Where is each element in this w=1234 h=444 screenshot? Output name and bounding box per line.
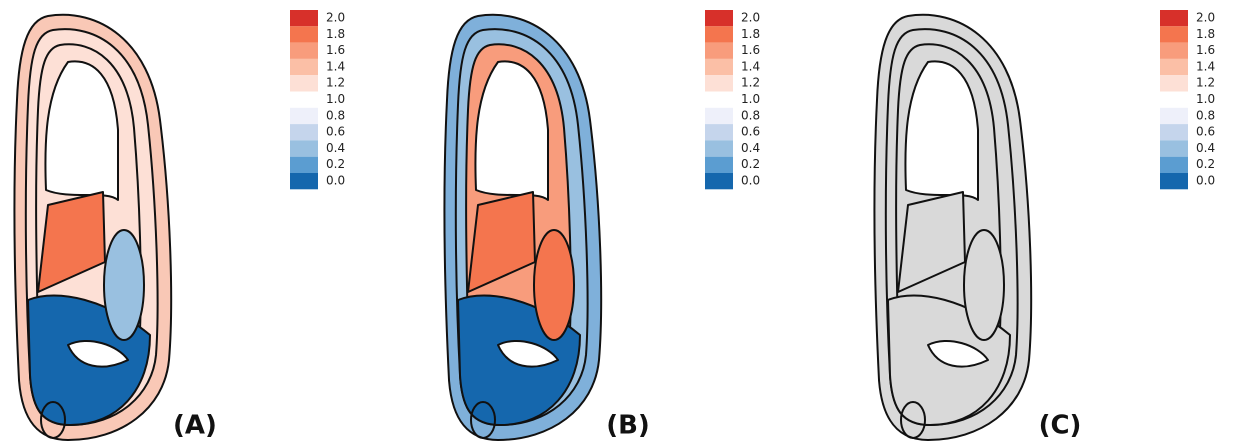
legend-label: 0.4 — [741, 141, 760, 155]
legend-label: 0.0 — [741, 174, 760, 188]
brain-map — [443, 13, 603, 441]
brain-region — [40, 401, 66, 439]
legend-label: 1.6 — [326, 43, 345, 57]
legend-swatch — [290, 58, 318, 76]
legend-swatch — [290, 140, 318, 157]
legend-swatch — [1160, 107, 1188, 125]
legend-label: 1.0 — [1196, 92, 1215, 106]
legend-swatch — [290, 156, 318, 173]
legend-label: 1.0 — [741, 92, 760, 106]
legend-swatch — [1160, 58, 1188, 76]
legend-swatch — [1160, 26, 1188, 43]
legend-swatch — [705, 107, 733, 125]
legend-swatch — [705, 156, 733, 173]
legend-swatch — [1160, 10, 1188, 27]
brain-region — [470, 401, 496, 439]
brain-region — [900, 401, 926, 439]
brain-region — [533, 229, 575, 341]
legend-swatch — [1160, 124, 1188, 141]
legend-swatch — [1160, 173, 1188, 190]
legend-label: 0.2 — [1196, 157, 1215, 171]
legend-label: 0.2 — [741, 157, 760, 171]
legend-label: 0.2 — [326, 157, 345, 171]
brain-region — [963, 229, 1005, 341]
legend-label: 2.0 — [1196, 11, 1215, 25]
legend-label: 1.8 — [326, 27, 345, 41]
legend-swatch — [290, 75, 318, 92]
legend-swatch — [1160, 140, 1188, 157]
legend-swatch — [705, 75, 733, 92]
legend-label: 0.8 — [1196, 108, 1215, 122]
legend-swatch — [290, 10, 318, 27]
legend-label: 0.8 — [741, 108, 760, 122]
legend-label: 1.4 — [741, 59, 760, 73]
brain-region — [927, 340, 989, 368]
legend-swatch — [705, 140, 733, 157]
legend-label: 0.0 — [1196, 174, 1215, 188]
legend-swatch — [1160, 156, 1188, 173]
legend-label: 1.8 — [1196, 27, 1215, 41]
legend-swatch — [705, 58, 733, 76]
legend-label: 0.0 — [326, 174, 345, 188]
panel-label: (C) — [1039, 411, 1082, 441]
brain-map — [873, 13, 1033, 441]
brain-region — [904, 60, 979, 201]
legend-swatch — [705, 10, 733, 27]
legend-label: 0.8 — [326, 108, 345, 122]
brain-region — [474, 60, 549, 201]
legend-label: 0.6 — [326, 125, 345, 139]
legend-label: 1.2 — [741, 76, 760, 90]
legend-label: 2.0 — [326, 11, 345, 25]
legend-label: 1.8 — [741, 27, 760, 41]
brain-region — [497, 340, 559, 368]
legend-swatch — [290, 42, 318, 59]
legend-label: 1.6 — [1196, 43, 1215, 57]
legend-label: 0.4 — [326, 141, 345, 155]
legend-swatch — [290, 107, 318, 125]
legend-swatch — [290, 26, 318, 43]
brain-map — [13, 13, 173, 441]
legend-label: 1.2 — [1196, 76, 1215, 90]
legend-label: 1.4 — [1196, 59, 1215, 73]
legend-label: 1.4 — [326, 59, 345, 73]
legend-swatch — [290, 173, 318, 190]
legend-label: 1.2 — [326, 76, 345, 90]
legend-label: 1.0 — [326, 92, 345, 106]
legend-swatch — [705, 124, 733, 141]
legend-swatch — [290, 124, 318, 141]
brain-region — [44, 60, 119, 201]
legend-label: 1.6 — [741, 43, 760, 57]
panel-label: (A) — [173, 411, 217, 441]
legend-swatch — [705, 26, 733, 43]
legend-label: 0.6 — [741, 125, 760, 139]
legend-swatch — [705, 42, 733, 59]
legend-swatch — [1160, 42, 1188, 59]
legend-label: 0.4 — [1196, 141, 1215, 155]
brain-region — [67, 340, 129, 368]
legend-label: 0.6 — [1196, 125, 1215, 139]
brain-region — [103, 229, 145, 341]
legend-swatch — [705, 173, 733, 190]
legend-label: 2.0 — [741, 11, 760, 25]
legend-swatch — [1160, 75, 1188, 92]
panel-label: (B) — [606, 411, 650, 441]
